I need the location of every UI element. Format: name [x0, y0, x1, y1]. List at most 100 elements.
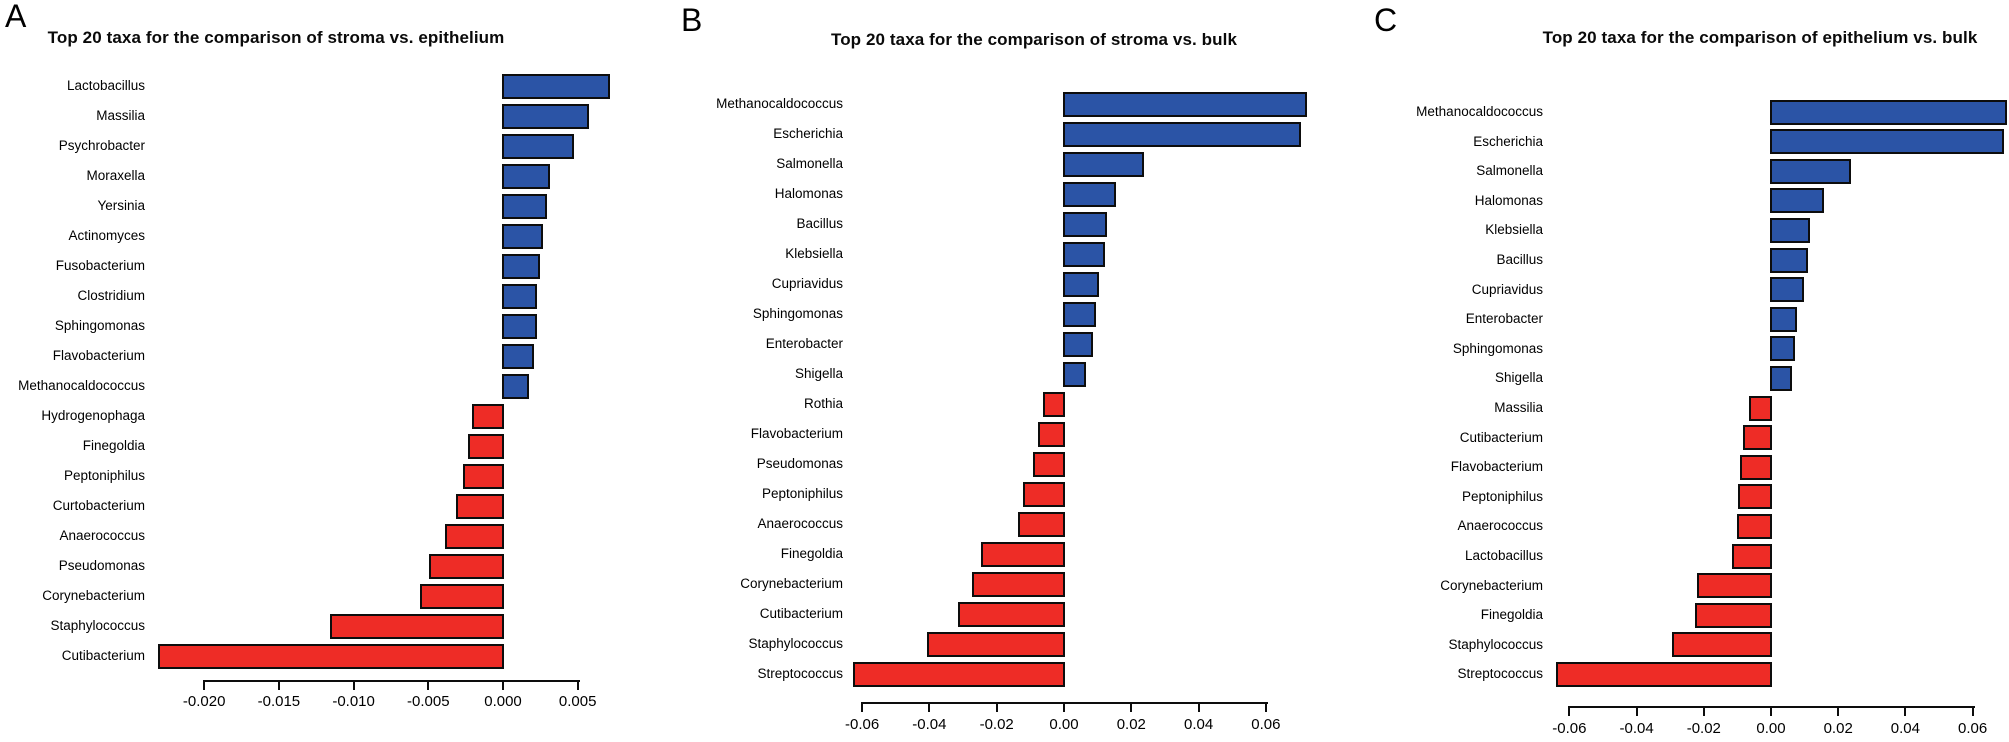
x-axis-tick-label: 0.06	[1957, 720, 1988, 737]
taxon-label: Halomonas	[1474, 192, 1543, 208]
bar-negative	[927, 631, 1065, 657]
taxon-label: Methanocaldococcus	[18, 378, 145, 393]
x-axis-tick	[1197, 702, 1200, 712]
panel-a: A Top 20 taxa for the comparison of stro…	[0, 0, 670, 742]
taxon-label: Curtobacterium	[52, 498, 145, 513]
bar-positive	[502, 193, 548, 219]
taxon-label: Staphylococcus	[50, 618, 145, 633]
taxon-label: Fusobacterium	[55, 258, 145, 273]
x-axis-tick-label: 0.005	[558, 693, 597, 710]
panel-title-b: Top 20 taxa for the comparison of stroma…	[830, 30, 1238, 49]
x-axis-tick	[502, 680, 504, 690]
bar-negative	[1038, 421, 1065, 447]
bar-negative	[1743, 425, 1772, 451]
x-axis-tick	[277, 680, 280, 690]
taxon-label: Escherichia	[773, 126, 843, 141]
taxon-label: Anaerococcus	[1457, 518, 1543, 534]
bar-positive	[1063, 271, 1100, 297]
bar-positive	[1063, 121, 1301, 147]
x-axis-tick	[995, 702, 998, 712]
bar-negative	[1043, 391, 1065, 417]
taxon-label: Sphingomonas	[1452, 340, 1543, 356]
x-axis-tick-label: 0.00	[1756, 720, 1786, 737]
taxon-label: Enterobacter	[1465, 311, 1543, 327]
bar-positive	[1770, 277, 1804, 303]
x-axis-tick	[861, 702, 864, 712]
bar-negative	[428, 553, 504, 579]
taxon-label: Psychrobacter	[58, 138, 145, 153]
bar-positive	[1770, 188, 1825, 214]
bar-negative	[1732, 543, 1772, 569]
x-axis-tick-label: 0.02	[1823, 720, 1853, 737]
taxon-label: Corynebacterium	[740, 576, 843, 591]
bar-negative	[1671, 632, 1772, 658]
bar-negative	[1555, 661, 1772, 687]
taxon-label: Anaerococcus	[59, 528, 145, 543]
panel-title-a: Top 20 taxa for the comparison of stroma…	[47, 28, 505, 47]
bar-positive	[1063, 211, 1108, 237]
taxon-label: Moraxella	[86, 168, 145, 183]
bar-negative	[467, 433, 504, 459]
taxon-label: Clostridium	[77, 288, 145, 303]
taxon-label: Massilia	[96, 108, 145, 123]
x-axis-tick-label: 0.04	[1183, 716, 1214, 733]
x-axis-tick	[1635, 706, 1638, 716]
x-axis-tick	[1837, 706, 1840, 716]
taxon-label: Methanocaldococcus	[716, 96, 843, 111]
x-axis-tick	[576, 680, 579, 690]
x-axis-tick-label: -0.04	[912, 716, 947, 733]
taxon-label: Staphylococcus	[1448, 636, 1543, 652]
x-axis-tick-label: -0.005	[407, 693, 450, 710]
x-axis-tick	[1770, 706, 1772, 716]
bar-positive	[1770, 99, 2008, 125]
x-axis-tick	[1568, 706, 1571, 716]
bar-positive	[502, 103, 590, 129]
bar-negative	[330, 613, 504, 639]
bar-positive	[502, 163, 551, 189]
bar-positive	[502, 313, 537, 339]
bar-positive	[502, 223, 543, 249]
bar-negative	[463, 463, 504, 489]
taxon-label: Anaerococcus	[757, 516, 843, 531]
taxon-label: Peptoniphilus	[761, 486, 843, 501]
x-axis-tick-label: 0.04	[1890, 720, 1920, 737]
bar-negative	[472, 403, 504, 429]
bar-plot-c: Methanocaldococcus Escherichia Salmonella H…	[1340, 0, 2009, 742]
taxon-label: Streptococcus	[1457, 666, 1543, 682]
taxon-label: Cutibacterium	[1459, 429, 1543, 445]
bar-positive	[1063, 181, 1117, 207]
bar-positive	[1063, 301, 1096, 327]
x-axis-tick-label: 0.000	[484, 693, 522, 710]
taxon-label: Flavobacterium	[1450, 459, 1543, 475]
taxon-label: Pseudomonas	[756, 456, 843, 471]
bar-negative	[1748, 395, 1772, 421]
bar-positive	[502, 73, 611, 99]
x-axis-tick-label: -0.06	[1552, 720, 1587, 737]
bar-negative	[1697, 573, 1772, 599]
taxon-label: Lactobacillus	[66, 78, 145, 93]
bar-positive	[502, 283, 537, 309]
taxon-label: Klebsiella	[1485, 222, 1543, 238]
bar-positive	[1063, 361, 1086, 387]
bar-negative	[1017, 511, 1065, 537]
taxon-label: Sphingomonas	[752, 306, 843, 321]
bar-positive	[1770, 365, 1793, 391]
panel-c: C Top 20 taxa for the comparison of epit…	[1340, 0, 2009, 742]
taxon-label: Flavobacterium	[52, 348, 145, 363]
x-axis-tick-label: 0.02	[1116, 716, 1146, 733]
taxon-label: Shigella	[1494, 370, 1543, 386]
x-axis-tick	[1702, 706, 1705, 716]
bar-positive	[502, 343, 534, 369]
bar-positive	[1770, 306, 1797, 332]
bar-positive	[1770, 336, 1795, 362]
x-axis-tick	[1971, 706, 1974, 716]
x-axis-tick-label: -0.02	[979, 716, 1014, 733]
taxon-label: Salmonella	[776, 156, 843, 171]
bar-positive	[1770, 158, 1851, 184]
x-axis-tick-label: 0.00	[1049, 716, 1079, 733]
taxon-label: Corynebacterium	[1440, 577, 1543, 593]
taxon-label: Hydrogenophaga	[41, 408, 145, 423]
bar-negative	[971, 571, 1065, 597]
taxon-label: Methanocaldococcus	[1416, 104, 1543, 119]
taxon-label: Sphingomonas	[54, 318, 145, 333]
